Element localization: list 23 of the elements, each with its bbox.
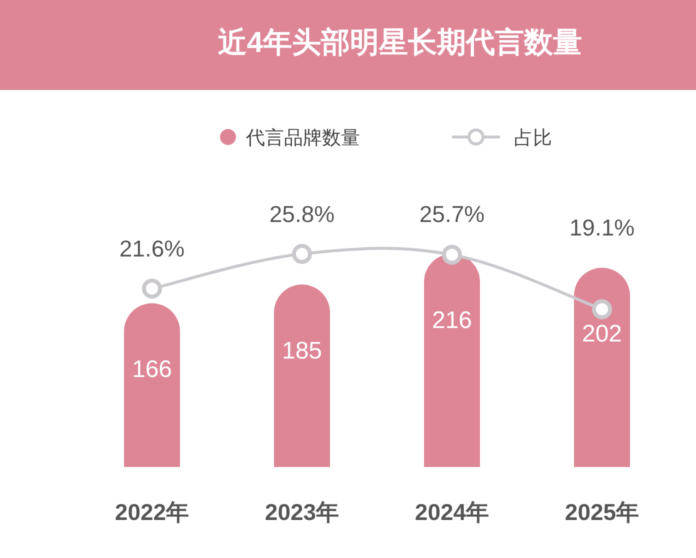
title: 近4年头部明星长期代言数量	[218, 27, 582, 59]
data-label: 202	[582, 320, 622, 348]
x-tick-label: 2025年	[564, 499, 640, 525]
x-tick-label: 2024年	[414, 499, 490, 525]
data-label: 166	[132, 356, 172, 384]
data-label: 21.6%	[119, 236, 185, 262]
bar	[574, 268, 630, 467]
point	[592, 299, 612, 320]
point	[142, 278, 162, 299]
data-label: 25.8%	[269, 200, 335, 227]
bar	[424, 254, 480, 467]
point	[292, 244, 312, 264]
point	[442, 244, 462, 265]
data-label: 25.7%	[419, 200, 485, 227]
legend-label: 代言品牌数量	[245, 127, 360, 149]
bar	[124, 303, 180, 467]
data-label: 216	[432, 306, 472, 334]
x-tick-label: 2022年	[114, 499, 190, 525]
x-tick-label: 2023年	[264, 499, 340, 525]
data-label: 19.1%	[569, 214, 635, 241]
bar	[274, 284, 330, 467]
data-label: 185	[282, 338, 322, 365]
legend-label: 占比	[514, 128, 552, 149]
